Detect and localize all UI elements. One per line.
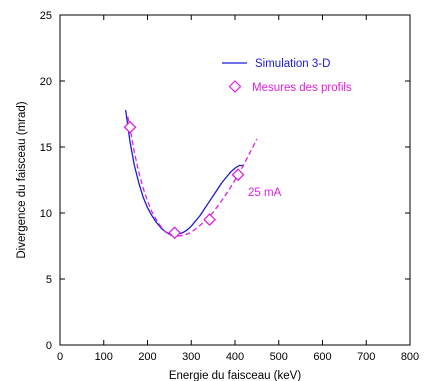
axis-ticks: 0 100 200 300 400 500 600 700 800 0 5 10 15 20 25 <box>40 10 419 363</box>
x-tick-label: 400 <box>226 351 244 363</box>
x-tick-label: 700 <box>357 351 375 363</box>
annotation-current: 25 mA <box>248 187 282 199</box>
x-tick-label: 100 <box>95 351 113 363</box>
y-axis-title: Divergence du faisceau (mrad) <box>16 101 28 258</box>
y-tick-label: 20 <box>40 76 52 88</box>
legend-marker-mesures <box>228 80 242 93</box>
y-tick-label: 25 <box>40 10 52 22</box>
data-point-diamond <box>203 213 217 227</box>
legend-label-simulation: Simulation 3-D <box>255 58 330 70</box>
x-tick-label: 200 <box>138 351 156 363</box>
x-tick-label: 500 <box>270 351 288 363</box>
legend-label-mesures: Mesures des profils <box>252 82 352 94</box>
data-point-diamond <box>231 168 245 182</box>
x-tick-label: 600 <box>313 351 331 363</box>
legend: Simulation 3-D Mesures des profils <box>222 58 352 94</box>
x-axis-title: Energie du faisceau (keV) <box>169 370 301 381</box>
y-tick-label: 15 <box>40 142 52 154</box>
y-tick-label: 0 <box>46 340 52 352</box>
series-line-simulation <box>124 109 244 236</box>
x-tick-label: 300 <box>182 351 200 363</box>
y-tick-label: 10 <box>40 208 52 220</box>
y-tick-label: 5 <box>46 274 52 286</box>
data-point-diamond <box>168 226 182 240</box>
x-tick-label: 800 <box>401 351 419 363</box>
markers-layer <box>123 120 245 240</box>
x-tick-label: 0 <box>57 351 63 363</box>
data-point-diamond <box>123 120 137 134</box>
